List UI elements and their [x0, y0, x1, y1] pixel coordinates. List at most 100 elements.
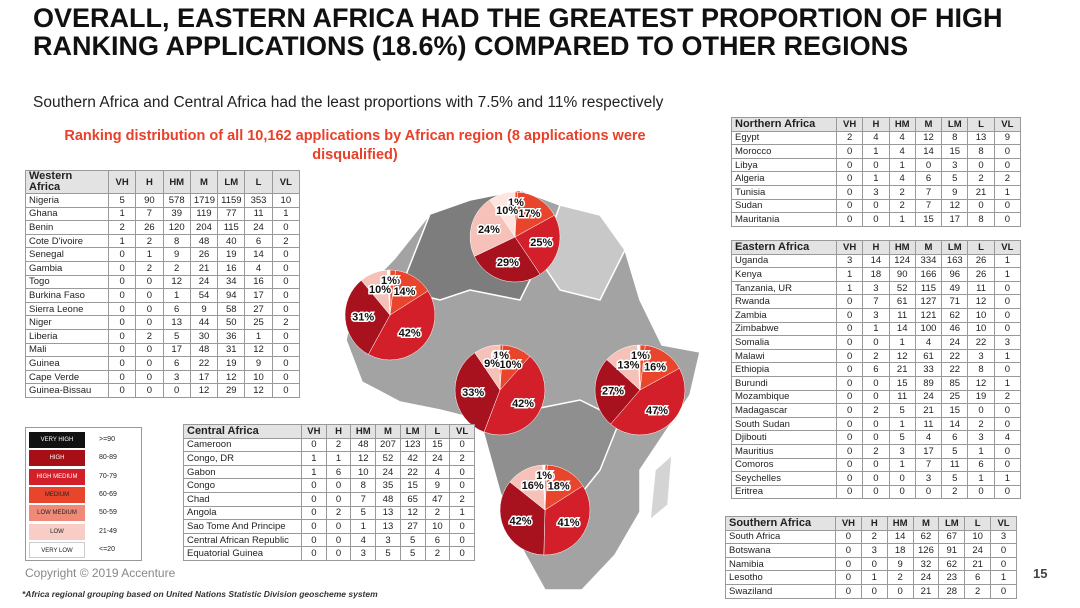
count-cell: 1 [244, 328, 273, 344]
table-row: Lesotho 0 1 2 24 23 6 1 [725, 570, 1017, 585]
count-cell: 7 [914, 457, 943, 473]
count-cell: 0 [862, 430, 890, 445]
count-cell: 48 [375, 491, 401, 507]
count-cell: 2 [449, 491, 475, 507]
count-cell: 24 [941, 335, 969, 350]
count-cell: 71 [941, 294, 969, 309]
legend-swatch: LOW [29, 523, 85, 540]
count-cell: 35 [375, 478, 401, 493]
count-cell: 27 [244, 301, 273, 317]
legend-item: LOW MEDIUM 50-59 [29, 505, 137, 522]
country-name: Comoros [731, 457, 837, 473]
count-cell: 0 [993, 443, 1022, 459]
count-cell: 2 [941, 484, 969, 500]
count-cell: 1 [888, 457, 916, 473]
table-row: Cameroon 0 2 48 207 123 15 0 [183, 437, 475, 453]
pie-group: 1%17%25%29%24%10%2%14%42%31%10%1%0%1%10%… [344, 191, 686, 556]
count-cell: 0 [862, 212, 890, 227]
table-row: Ghana 1 7 39 119 77 11 1 [25, 206, 301, 222]
column-header: VH [107, 170, 137, 194]
count-cell: 4 [914, 335, 943, 350]
legend-swatch: VERY HIGH [29, 432, 85, 448]
count-cell: 0 [835, 570, 862, 585]
count-cell: 1 [862, 144, 890, 159]
column-header: L [964, 516, 992, 531]
count-cell: 7 [914, 198, 943, 214]
pie-slice [344, 279, 391, 355]
count-cell: 15 [941, 403, 969, 418]
count-cell: 123 [399, 437, 426, 453]
count-cell: 12 [162, 274, 191, 290]
count-cell: 1 [107, 233, 137, 249]
count-cell: 0 [835, 389, 864, 405]
table-title: Western Africa [25, 170, 109, 194]
count-cell: 0 [862, 457, 890, 473]
table-row: Malawi 0 2 12 61 22 3 1 [731, 348, 1022, 364]
count-cell: 62 [912, 529, 940, 545]
table-row: Nigeria 5 90 578 1719 1159 353 10 [25, 193, 301, 208]
table-row: Sao Tome And Principe 0 0 1 13 27 10 0 [183, 519, 475, 534]
count-cell: 13 [375, 519, 401, 534]
table-row: Congo 0 0 8 35 15 9 0 [183, 478, 475, 493]
count-cell: 1 [301, 464, 327, 480]
count-cell: 24 [964, 543, 992, 558]
table-row: Seychelles 0 0 0 3 5 1 1 [731, 471, 1022, 486]
count-cell: 2 [964, 583, 992, 599]
count-cell: 0 [993, 198, 1022, 214]
count-cell: 0 [107, 260, 137, 276]
count-cell: 0 [271, 356, 301, 371]
count-cell: 40 [217, 233, 246, 249]
count-cell: 0 [993, 280, 1022, 296]
count-cell: 8 [941, 130, 969, 146]
table-row: Zimbabwe 0 1 14 100 46 10 0 [731, 321, 1022, 337]
table-row: Kenya 1 18 90 166 96 26 1 [731, 267, 1022, 282]
count-cell: 12 [189, 383, 219, 398]
column-header: HM [888, 240, 916, 255]
count-cell: 12 [967, 294, 995, 309]
count-cell: 1 [835, 267, 864, 282]
count-cell: 15 [941, 144, 969, 159]
legend-swatch: MEDIUM [29, 486, 85, 503]
country-name: Cameroon [183, 437, 302, 453]
count-cell: 25 [941, 389, 969, 405]
count-cell: 0 [835, 583, 862, 599]
count-cell: 14 [886, 529, 914, 545]
count-cell: 36 [217, 328, 246, 344]
country-name: Rwanda [731, 294, 837, 309]
count-cell: 0 [967, 484, 995, 500]
count-cell: 0 [135, 288, 164, 303]
table-row: Niger 0 0 13 44 50 25 2 [25, 315, 301, 330]
count-cell: 3 [835, 253, 864, 269]
pie-label: 14% [393, 286, 415, 298]
pie-label: 1% [631, 350, 647, 362]
count-cell: 6 [967, 457, 995, 473]
table-row: Gambia 0 2 2 21 16 4 0 [25, 260, 301, 276]
count-cell: 5 [350, 505, 377, 521]
region-table: Western Africa VH H HM M LM L VL Nigeria 5 90 578 17… [25, 170, 301, 398]
country-name: Guinea [25, 356, 109, 371]
column-header: M [914, 117, 943, 132]
count-cell: 120 [162, 220, 191, 235]
count-cell: 0 [135, 342, 164, 358]
count-cell: 2 [888, 184, 916, 200]
count-cell: 10 [350, 464, 377, 480]
legend-range: 60-69 [99, 490, 117, 498]
count-cell: 0 [271, 288, 301, 303]
column-header: M [189, 170, 219, 194]
count-cell: 67 [938, 529, 966, 545]
legend-item: VERY HIGH >=90 [29, 432, 137, 448]
country-name: Sudan [731, 198, 837, 214]
count-cell: 6 [162, 356, 191, 371]
count-cell: 7 [862, 294, 890, 309]
count-cell: 0 [135, 369, 164, 385]
country-name: South Sudan [731, 416, 837, 432]
count-cell: 0 [835, 348, 864, 364]
legend-range: 50-59 [99, 509, 117, 517]
count-cell: 15 [424, 437, 451, 453]
count-cell: 4 [888, 144, 916, 159]
column-header: VH [301, 424, 327, 439]
count-cell: 0 [107, 288, 137, 303]
count-cell: 19 [217, 356, 246, 371]
count-cell: 46 [941, 321, 969, 337]
